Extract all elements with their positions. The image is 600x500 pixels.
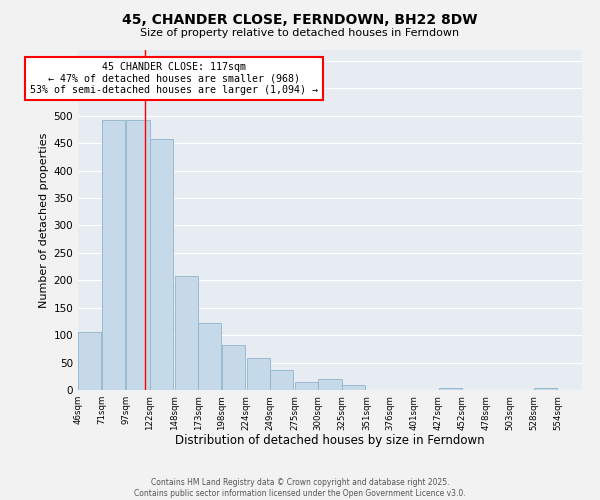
Y-axis label: Number of detached properties: Number of detached properties <box>39 132 49 308</box>
Bar <box>439 388 461 390</box>
Bar <box>127 120 149 390</box>
Text: Contains HM Land Registry data © Crown copyright and database right 2025.
Contai: Contains HM Land Registry data © Crown c… <box>134 478 466 498</box>
Bar <box>222 345 245 390</box>
Bar <box>175 276 198 390</box>
Bar <box>342 384 365 390</box>
X-axis label: Distribution of detached houses by size in Ferndown: Distribution of detached houses by size … <box>175 434 485 447</box>
Text: Size of property relative to detached houses in Ferndown: Size of property relative to detached ho… <box>140 28 460 38</box>
Bar <box>78 332 101 390</box>
Bar <box>102 120 125 390</box>
Bar <box>270 370 293 390</box>
Bar <box>247 358 270 390</box>
Bar <box>319 379 341 390</box>
Bar <box>199 323 221 390</box>
Text: 45 CHANDER CLOSE: 117sqm
← 47% of detached houses are smaller (968)
53% of semi-: 45 CHANDER CLOSE: 117sqm ← 47% of detach… <box>30 62 318 95</box>
Bar <box>150 140 173 390</box>
Text: 45, CHANDER CLOSE, FERNDOWN, BH22 8DW: 45, CHANDER CLOSE, FERNDOWN, BH22 8DW <box>122 12 478 26</box>
Bar <box>295 382 318 390</box>
Bar <box>534 388 557 390</box>
